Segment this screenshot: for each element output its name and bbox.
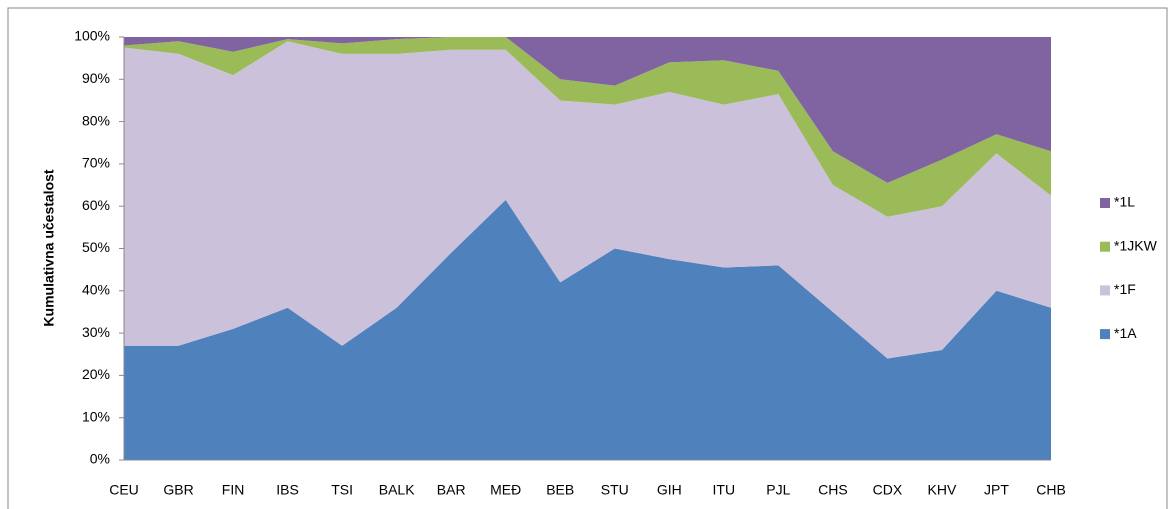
x-tick-label: CEU (109, 482, 139, 498)
legend-label: *1JKW (1114, 237, 1158, 253)
x-tick-label: BAR (437, 482, 466, 498)
legend-swatch (1100, 198, 1110, 208)
x-tick-label: FIN (222, 482, 245, 498)
legend-swatch (1100, 329, 1110, 340)
x-tick-label: PJL (766, 482, 790, 498)
y-tick-label: 50% (82, 239, 110, 255)
x-tick-label: KHV (928, 482, 957, 498)
x-tick-label: BALK (379, 482, 415, 498)
y-tick-label: 40% (82, 282, 110, 298)
x-tick-label: BEB (546, 482, 574, 498)
x-tick-label: GIH (657, 482, 682, 498)
x-tick-label: GBR (163, 482, 193, 498)
y-tick-label: 10% (82, 408, 110, 424)
area (124, 199, 1051, 461)
y-tick-label: 30% (82, 324, 110, 340)
x-tick-label: ITU (713, 482, 736, 498)
x-tick-label: CHB (1036, 482, 1066, 498)
x-tick-label: MEĐ (490, 482, 521, 498)
y-tick-label: 80% (82, 112, 110, 128)
x-tick-label: STU (601, 482, 629, 498)
x-tick-label: IBS (276, 482, 299, 498)
y-axis-label: Kumulativna učestalost (41, 169, 57, 326)
x-tick-label: CDX (873, 482, 903, 498)
area (124, 37, 1051, 217)
x-tick-label: TSI (331, 482, 353, 498)
y-tick-label: 90% (82, 70, 110, 86)
y-tick-label: 100% (74, 28, 110, 44)
area (124, 41, 1051, 359)
x-tick-label: CHS (818, 482, 848, 498)
x-tick-label: JPT (984, 482, 1009, 498)
legend-label: *1L (1114, 194, 1135, 210)
y-tick-label: 0% (90, 451, 110, 467)
legend-label: *1A (1114, 325, 1137, 341)
y-tick-label: 70% (82, 155, 110, 171)
y-tick-label: 60% (82, 197, 110, 213)
legend-swatch (1100, 285, 1110, 296)
area (124, 37, 1051, 183)
legend-label: *1F (1114, 281, 1136, 297)
y-tick-label: 20% (82, 366, 110, 382)
legend-swatch (1100, 241, 1110, 252)
